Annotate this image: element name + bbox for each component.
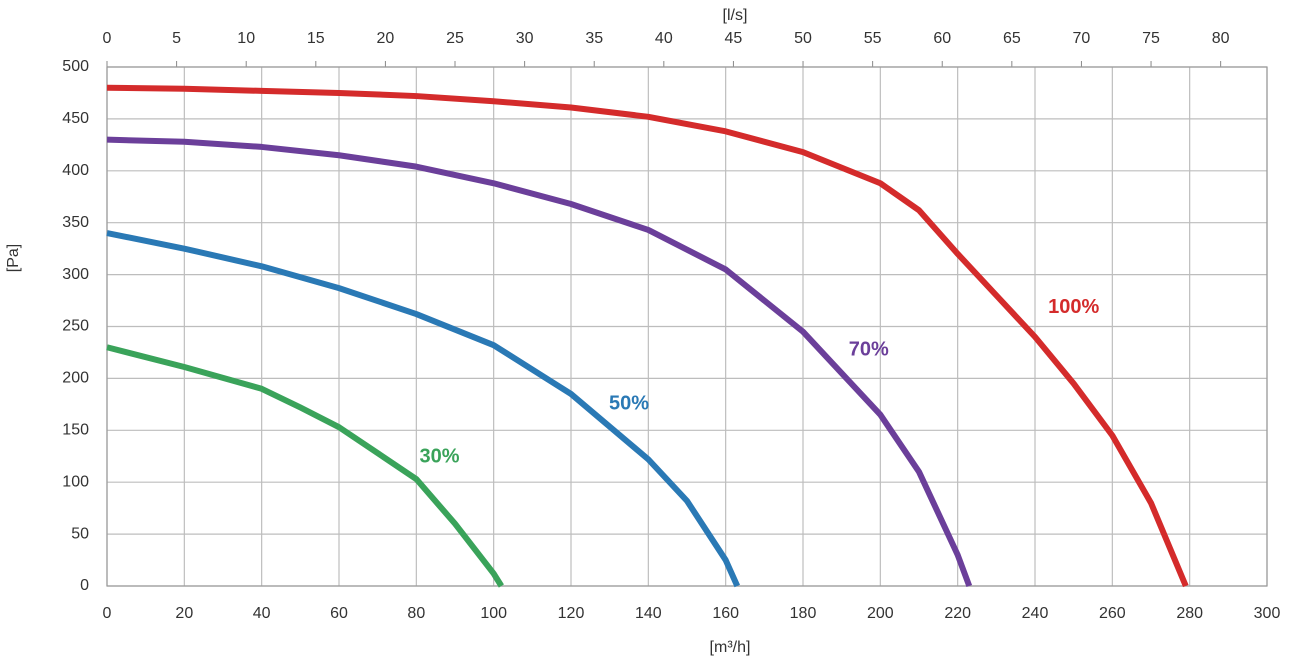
x-tick-label: 40	[253, 605, 271, 622]
x2-tick-label: 65	[1003, 30, 1021, 47]
x2-tick-label: 80	[1212, 30, 1230, 47]
series-label: 100%	[1048, 296, 1099, 318]
series-line	[106, 230, 741, 588]
x-tick-label: 160	[712, 605, 739, 622]
x2-tick-label: 15	[307, 30, 325, 47]
x-tick-label: 120	[558, 605, 585, 622]
x-tick-label: 240	[1022, 605, 1049, 622]
x-tick-label: 220	[944, 605, 971, 622]
x2-axis-label: [l/s]	[723, 7, 748, 24]
y-tick-label: 0	[80, 577, 89, 594]
y-tick-label: 100	[62, 473, 89, 490]
x-tick-label: 60	[330, 605, 348, 622]
x2-tick-label: 0	[103, 30, 112, 47]
x2-tick-label: 35	[585, 30, 603, 47]
x-tick-label: 180	[790, 605, 817, 622]
x2-tick-label: 60	[933, 30, 951, 47]
x2-tick-label: 55	[864, 30, 882, 47]
series-line	[106, 84, 1189, 588]
x2-tick-label: 70	[1073, 30, 1091, 47]
x2-tick-label: 40	[655, 30, 673, 47]
x-tick-label: 260	[1099, 605, 1126, 622]
x-tick-label: 0	[103, 605, 112, 622]
x-tick-label: 80	[407, 605, 425, 622]
x2-tick-label: 5	[172, 30, 181, 47]
x-tick-label: 140	[635, 605, 662, 622]
y-tick-label: 300	[62, 266, 89, 283]
series-label: 70%	[849, 339, 889, 361]
x-tick-label: 100	[480, 605, 507, 622]
y-axis-label: [Pa]	[5, 244, 22, 272]
series-label: 30%	[420, 446, 460, 468]
x2-tick-label: 75	[1142, 30, 1160, 47]
x2-tick-label: 20	[377, 30, 395, 47]
series-label: 50%	[609, 393, 649, 415]
plot-border	[106, 66, 1268, 587]
series-line	[106, 136, 973, 588]
y-tick-label: 400	[62, 162, 89, 179]
x-tick-label: 280	[1176, 605, 1203, 622]
y-tick-label: 450	[62, 110, 89, 127]
x-tick-label: 20	[175, 605, 193, 622]
y-tick-label: 200	[62, 370, 89, 387]
x-tick-label: 300	[1254, 605, 1281, 622]
series-line	[106, 344, 504, 588]
y-tick-label: 50	[71, 525, 89, 542]
x-axis-label: [m³/h]	[710, 639, 751, 656]
x-tick-label: 200	[867, 605, 894, 622]
y-tick-label: 250	[62, 318, 89, 335]
y-tick-label: 500	[62, 58, 89, 75]
x2-tick-label: 10	[237, 30, 255, 47]
x2-tick-label: 25	[446, 30, 464, 47]
x2-tick-label: 30	[516, 30, 534, 47]
y-tick-label: 350	[62, 214, 89, 231]
x2-tick-label: 50	[794, 30, 812, 47]
x2-tick-label: 45	[725, 30, 743, 47]
y-tick-label: 150	[62, 422, 89, 439]
